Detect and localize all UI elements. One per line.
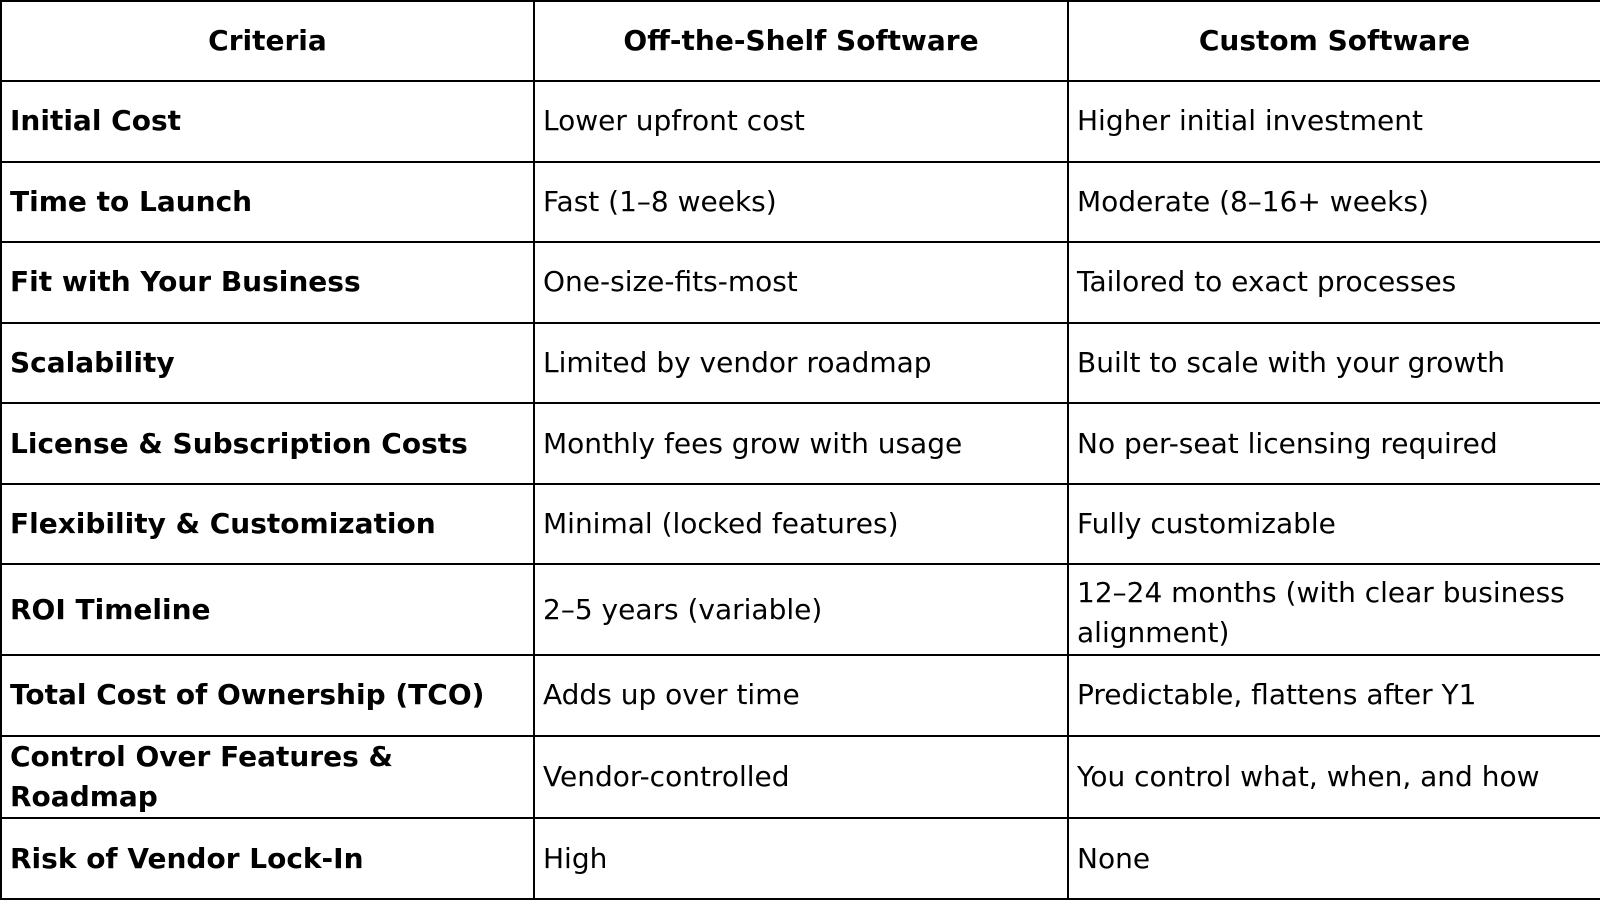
off-the-shelf-cell: Limited by vendor roadmap — [533, 321, 1069, 405]
column-header-off-the-shelf: Off-the-Shelf Software — [533, 0, 1069, 82]
criteria-cell: Time to Launch — [0, 160, 535, 244]
custom-cell: None — [1067, 817, 1600, 900]
criteria-cell: Total Cost of Ownership (TCO) — [0, 654, 535, 737]
criteria-cell: Risk of Vendor Lock-In — [0, 817, 535, 900]
header-row: Criteria Off-the-Shelf Software Custom S… — [0, 0, 1600, 82]
table-row: Risk of Vendor Lock-In High None — [0, 817, 1600, 900]
custom-cell: No per-seat licensing required — [1067, 402, 1600, 485]
table-row: Fit with Your Business One-size-fits-mos… — [0, 241, 1600, 324]
off-the-shelf-cell: Monthly fees grow with usage — [533, 402, 1069, 485]
off-the-shelf-cell: Adds up over time — [533, 654, 1069, 737]
table-header: Criteria Off-the-Shelf Software Custom S… — [0, 0, 1600, 82]
custom-cell: Built to scale with your growth — [1067, 321, 1600, 405]
off-the-shelf-cell: One-size-fits-most — [533, 241, 1069, 324]
table-row: Time to Launch Fast (1–8 weeks) Moderate… — [0, 160, 1600, 244]
criteria-cell: Fit with Your Business — [0, 241, 535, 324]
criteria-cell: Control Over Features & Roadmap — [0, 734, 535, 820]
off-the-shelf-cell: Lower upfront cost — [533, 80, 1069, 163]
custom-cell: Predictable, flattens after Y1 — [1067, 654, 1600, 737]
off-the-shelf-cell: High — [533, 817, 1069, 900]
table-row: Initial Cost Lower upfront cost Higher i… — [0, 80, 1600, 163]
criteria-cell: Flexibility & Customization — [0, 482, 535, 566]
custom-cell: You control what, when, and how — [1067, 734, 1600, 820]
criteria-cell: ROI Timeline — [0, 563, 535, 657]
criteria-cell: License & Subscription Costs — [0, 402, 535, 485]
column-header-custom: Custom Software — [1067, 0, 1600, 82]
criteria-cell: Scalability — [0, 321, 535, 405]
table-row: License & Subscription Costs Monthly fee… — [0, 402, 1600, 485]
table-row: ROI Timeline 2–5 years (variable) 12–24 … — [0, 563, 1600, 657]
off-the-shelf-cell: Fast (1–8 weeks) — [533, 160, 1069, 244]
table-row: Flexibility & Customization Minimal (loc… — [0, 482, 1600, 566]
table-body: Initial Cost Lower upfront cost Higher i… — [0, 80, 1600, 900]
table-row: Total Cost of Ownership (TCO) Adds up ov… — [0, 654, 1600, 737]
custom-cell: Moderate (8–16+ weeks) — [1067, 160, 1600, 244]
column-header-criteria: Criteria — [0, 0, 535, 82]
table-row: Control Over Features & Roadmap Vendor-c… — [0, 734, 1600, 820]
off-the-shelf-cell: Vendor-controlled — [533, 734, 1069, 820]
off-the-shelf-cell: Minimal (locked features) — [533, 482, 1069, 566]
criteria-cell: Initial Cost — [0, 80, 535, 163]
table-row: Scalability Limited by vendor roadmap Bu… — [0, 321, 1600, 405]
custom-cell: Higher initial investment — [1067, 80, 1600, 163]
custom-cell: 12–24 months (with clear business alignm… — [1067, 563, 1600, 657]
custom-cell: Tailored to exact processes — [1067, 241, 1600, 324]
off-the-shelf-cell: 2–5 years (variable) — [533, 563, 1069, 657]
custom-cell: Fully customizable — [1067, 482, 1600, 566]
